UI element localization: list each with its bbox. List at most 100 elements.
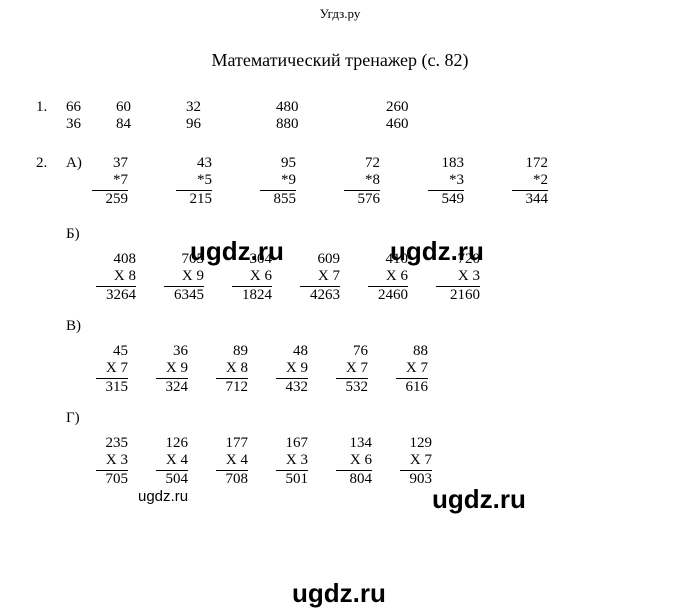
mult-problem: 126Х 4 504: [156, 435, 188, 488]
mult-result: 712: [216, 379, 248, 396]
mult-result: 6345: [164, 287, 204, 304]
mult-problem: 72*8576: [344, 155, 380, 208]
mult-problem: 235Х 3 705: [96, 435, 128, 488]
mult-top: 134: [336, 435, 372, 452]
mult-op: Х 6: [336, 452, 372, 469]
exercise-2: 2. А) 37*7 259 43*5 215 95*9 855 72*8576 183*3 5…: [36, 155, 644, 488]
ex2-label: 2.: [36, 155, 66, 172]
mult-op: Х 7: [400, 452, 432, 469]
mult-result: 532: [336, 379, 368, 396]
mult-top: 88: [396, 343, 428, 360]
mult-problem: 134Х 6 804: [336, 435, 372, 488]
mult-result: 4263: [300, 287, 340, 304]
mult-result: 504: [156, 471, 188, 488]
mult-op: Х 9: [276, 360, 308, 377]
mult-top: 183: [428, 155, 464, 172]
mult-op: Х 3: [276, 452, 308, 469]
mult-top: 304: [232, 251, 272, 268]
mult-top: 408: [96, 251, 136, 268]
mult-top: 37: [92, 155, 128, 172]
mult-top: 235: [96, 435, 128, 452]
mult-problem: 76Х 7532: [336, 343, 368, 396]
mult-op: Х 3: [436, 268, 480, 285]
mult-problem: 720Х 32160: [436, 251, 480, 304]
group-G: 235Х 3705126Х 4504177Х 4708167Х 3501134Х…: [96, 435, 644, 488]
mult-result: 855: [260, 191, 296, 208]
mult-top: 129: [400, 435, 432, 452]
mult-op: *9: [260, 172, 296, 189]
mult-op: *8: [344, 172, 380, 189]
mult-result: 903: [400, 471, 432, 488]
mult-top: 126: [156, 435, 188, 452]
mult-op: Х 4: [216, 452, 248, 469]
mult-top: 95: [260, 155, 296, 172]
mult-top: 43: [176, 155, 212, 172]
mult-problem: 177Х 4708: [216, 435, 248, 488]
mult-op: Х 7: [336, 360, 368, 377]
mult-problem: 89Х 8 712: [216, 343, 248, 396]
mult-result: 324: [156, 379, 188, 396]
group-V: 45Х 731536Х 932489Х 871248Х 943276Х 7532…: [96, 343, 644, 396]
mult-problem: 43*5 215: [176, 155, 212, 208]
ex1-r2c2: 84: [116, 116, 186, 133]
mult-top: 410: [368, 251, 408, 268]
mult-top: 177: [216, 435, 248, 452]
watermark-5: ugdz.ru: [292, 578, 386, 609]
mult-result: 616: [396, 379, 428, 396]
ex1-r1c2: 60: [116, 99, 186, 116]
mult-problem: 183*3 549: [428, 155, 464, 208]
mult-top: 609: [300, 251, 340, 268]
mult-top: 89: [216, 343, 248, 360]
group-B: 408Х 83264705Х 96345304Х 61824609Х 74263…: [96, 251, 644, 304]
mult-problem: 167Х 3501: [276, 435, 308, 488]
mult-problem: 37*7 259: [92, 155, 128, 208]
mult-op: *5: [176, 172, 212, 189]
mult-problem: 95*9 855: [260, 155, 296, 208]
ex1-r1c1: 66: [66, 99, 116, 116]
mult-top: 45: [96, 343, 128, 360]
mult-op: Х 6: [232, 268, 272, 285]
mult-op: Х 8: [216, 360, 248, 377]
mult-problem: 172*2 344: [512, 155, 548, 208]
mult-op: Х 6: [368, 268, 408, 285]
page-title: Математический тренажер (с. 82): [0, 50, 680, 71]
mult-top: 167: [276, 435, 308, 452]
mult-result: 215: [176, 191, 212, 208]
mult-result: 2460: [368, 287, 408, 304]
mult-result: 2160: [436, 287, 480, 304]
site-header: Угдз.ру: [0, 6, 680, 22]
mult-result: 344: [512, 191, 548, 208]
mult-problem: 408Х 8 3264: [96, 251, 136, 304]
mult-op: *7: [92, 172, 128, 189]
mult-problem: 609Х 7 4263: [300, 251, 340, 304]
mult-result: 549: [428, 191, 464, 208]
mult-op: Х 9: [164, 268, 204, 285]
mult-op: *2: [512, 172, 548, 189]
ex1-label: 1.: [36, 99, 66, 116]
mult-problem: 410Х 6 2460: [368, 251, 408, 304]
ex1-r2c1: 36: [66, 116, 116, 133]
mult-op: Х 4: [156, 452, 188, 469]
ex2-A-label: А): [66, 155, 92, 172]
watermark-3: ugdz.ru: [138, 488, 188, 505]
ex1-r1c3: 32: [186, 99, 276, 116]
mult-problem: 45Х 7 315: [96, 343, 128, 396]
ex1-r2c4: 880: [276, 116, 386, 133]
mult-op: *3: [428, 172, 464, 189]
mult-result: 705: [96, 471, 128, 488]
mult-top: 172: [512, 155, 548, 172]
mult-result: 1824: [232, 287, 272, 304]
mult-result: 315: [96, 379, 128, 396]
mult-op: Х 8: [96, 268, 136, 285]
mult-op: Х 3: [96, 452, 128, 469]
mult-op: Х 7: [300, 268, 340, 285]
ex1-r2c5: 460: [386, 116, 476, 133]
mult-result: 804: [336, 471, 372, 488]
mult-result: 259: [92, 191, 128, 208]
mult-problem: 36Х 9324: [156, 343, 188, 396]
mult-op: Х 7: [96, 360, 128, 377]
mult-result: 3264: [96, 287, 136, 304]
ex2-B-label: Б): [66, 226, 96, 243]
mult-top: 72: [344, 155, 380, 172]
mult-problem: 304Х 6 1824: [232, 251, 272, 304]
